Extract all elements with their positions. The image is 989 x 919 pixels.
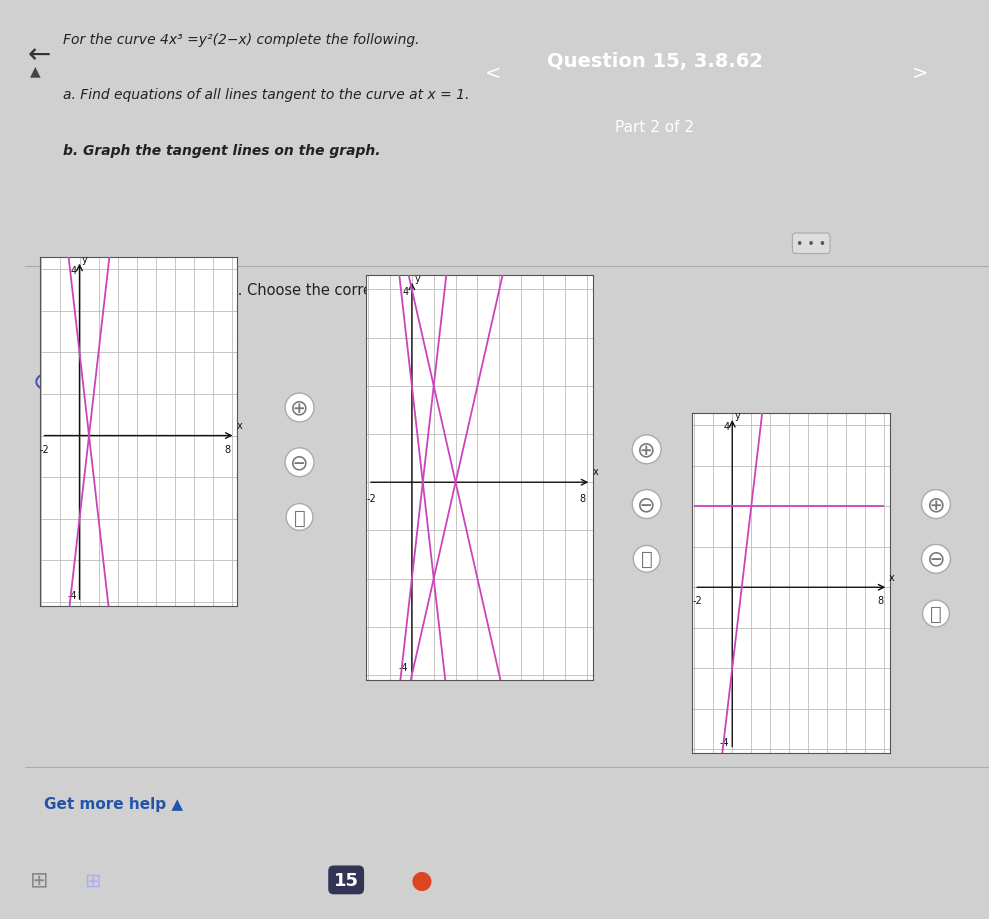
Text: -4: -4 — [399, 663, 407, 673]
Text: ⊖: ⊖ — [927, 550, 945, 569]
Text: B.: B. — [412, 375, 429, 390]
Text: ⊕: ⊕ — [927, 494, 945, 515]
Text: 8: 8 — [225, 445, 230, 455]
Text: y: y — [414, 274, 420, 283]
Text: x: x — [592, 466, 598, 476]
Text: <: < — [485, 64, 501, 83]
Text: y: y — [735, 411, 741, 420]
Text: x: x — [889, 573, 895, 583]
Text: x: x — [236, 421, 242, 431]
Text: ⧉: ⧉ — [294, 508, 306, 527]
Text: b. Graph the tangent lines. Choose the correct graph below.: b. Graph the tangent lines. Choose the c… — [45, 283, 485, 298]
Text: Question 15, 3.8.62: Question 15, 3.8.62 — [547, 51, 763, 71]
Text: C.: C. — [736, 439, 753, 454]
Text: For the curve 4x³ =y²(2−x) complete the following.: For the curve 4x³ =y²(2−x) complete the … — [62, 33, 419, 47]
Text: ⊕: ⊕ — [637, 440, 656, 460]
Text: 4: 4 — [71, 266, 77, 276]
Text: 8: 8 — [877, 596, 883, 606]
Text: -2: -2 — [40, 445, 49, 455]
Text: ⊞: ⊞ — [30, 870, 48, 890]
Text: b. Graph the tangent lines on the graph.: b. Graph the tangent lines on the graph. — [62, 143, 380, 157]
Text: A.: A. — [71, 375, 89, 390]
Text: ⧉: ⧉ — [641, 550, 653, 569]
Text: ⊖: ⊖ — [637, 494, 656, 515]
Text: ●: ● — [410, 868, 432, 892]
Text: -2: -2 — [367, 494, 376, 504]
Text: • • •: • • • — [796, 237, 826, 251]
Text: 4: 4 — [724, 422, 730, 432]
Text: -4: -4 — [720, 737, 730, 747]
Text: -2: -2 — [692, 596, 702, 606]
Text: ▲: ▲ — [30, 64, 41, 78]
Text: ⊖: ⊖ — [290, 453, 309, 472]
Text: 15: 15 — [333, 871, 359, 889]
Text: -4: -4 — [67, 590, 77, 600]
Text: >: > — [912, 64, 929, 83]
Text: ⧉: ⧉ — [930, 605, 942, 623]
Text: Part 2 of 2: Part 2 of 2 — [615, 119, 694, 134]
Text: 8: 8 — [580, 494, 585, 504]
Text: Get more help ▲: Get more help ▲ — [45, 797, 183, 811]
Text: a. Find equations of all lines tangent to the curve at x = 1.: a. Find equations of all lines tangent t… — [62, 88, 469, 102]
Text: ←: ← — [28, 41, 51, 69]
Text: 4: 4 — [403, 287, 408, 297]
Text: y: y — [82, 255, 88, 265]
Text: ⊞: ⊞ — [84, 870, 101, 890]
Text: ⊕: ⊕ — [290, 398, 309, 418]
